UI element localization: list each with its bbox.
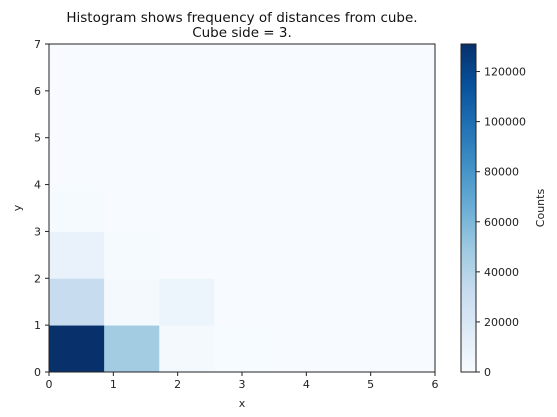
heatmap-cell: [214, 278, 270, 326]
y-axis: 0 1 2 3 4 5 6 7: [34, 38, 49, 379]
colorbar-tick-label: 0: [484, 366, 491, 379]
heatmap-cell: [269, 184, 326, 232]
heatmap-cell: [49, 137, 105, 185]
heatmap-cell: [269, 278, 326, 326]
heatmap-cell: [49, 278, 105, 326]
x-tick-label: 0: [46, 378, 53, 391]
heatmap-cell: [379, 278, 436, 326]
colorbar-ticks: 0 20000 40000 60000 80000 100000 120000: [476, 66, 526, 379]
colorbar-tick-label: 80000: [484, 166, 519, 179]
heatmap-cell: [159, 137, 215, 185]
y-tick-label: 7: [34, 38, 41, 51]
heatmap-cell: [49, 90, 105, 139]
heatmap-cell: [104, 231, 160, 279]
colorbar-tick-label: 20000: [484, 316, 519, 329]
heatmap-cell: [214, 44, 270, 92]
heatmap-cell: [214, 184, 270, 232]
y-tick-label: 4: [34, 179, 41, 192]
x-tick-label: 2: [174, 378, 181, 391]
heatmap-cell: [159, 278, 215, 326]
heatmap-cell: [324, 90, 381, 139]
heatmap-cell: [269, 325, 326, 373]
heatmap-cell: [104, 278, 160, 326]
y-tick-label: 0: [34, 366, 41, 379]
heatmap-cells: [49, 44, 436, 373]
heatmap-cell: [269, 90, 326, 139]
y-tick-label: 1: [34, 319, 41, 332]
heatmap-cell: [379, 44, 436, 92]
heatmap-cell: [379, 184, 436, 232]
heatmap-cell: [49, 44, 105, 92]
chart-title-line-2: Cube side = 3.: [192, 25, 292, 41]
heatmap-cell: [269, 137, 326, 185]
heatmap-cell: [214, 137, 270, 185]
colorbar-tick-label: 100000: [484, 116, 526, 129]
y-tick-label: 5: [34, 132, 41, 145]
heatmap-cell: [324, 231, 381, 279]
x-axis: 0 1 2 3 4 5 6: [46, 372, 439, 391]
heatmap-cell: [104, 90, 160, 139]
heatmap-cell: [159, 231, 215, 279]
heatmap-cell: [324, 44, 381, 92]
heatmap-cell: [324, 278, 381, 326]
heatmap-cell: [324, 184, 381, 232]
heatmap-cell: [159, 325, 215, 373]
chart-title-line-1: Histogram shows frequency of distances f…: [66, 10, 417, 26]
x-tick-label: 4: [303, 378, 310, 391]
y-tick-label: 3: [34, 225, 41, 238]
heatmap-cell: [379, 231, 436, 279]
y-axis-label: y: [11, 204, 24, 211]
colorbar-label: Counts: [534, 189, 547, 228]
colorbar-tick-label: 40000: [484, 266, 519, 279]
heatmap-cell: [159, 90, 215, 139]
heatmap-cell: [379, 137, 436, 185]
heatmap-cell: [159, 184, 215, 232]
x-axis-label: x: [239, 397, 246, 410]
y-tick-label: 6: [34, 85, 41, 98]
heatmap-cell: [159, 44, 215, 92]
colorbar: [460, 43, 477, 373]
heatmap-cell: [324, 325, 381, 373]
heatmap-cell: [104, 184, 160, 232]
heatmap-cell: [269, 231, 326, 279]
x-tick-label: 5: [367, 378, 374, 391]
heatmap-cell: [379, 90, 436, 139]
heatmap-cell: [104, 325, 160, 373]
colorbar-tick-label: 60000: [484, 216, 519, 229]
heatmap-cell: [324, 137, 381, 185]
colorbar-tick-label: 120000: [484, 66, 526, 79]
heatmap-cell: [379, 325, 436, 373]
heatmap-cell: [269, 44, 326, 92]
heatmap-cell: [214, 90, 270, 139]
heatmap-cell: [104, 137, 160, 185]
heatmap-cell: [104, 44, 160, 92]
heatmap-cell: [49, 325, 105, 373]
x-tick-label: 6: [432, 378, 439, 391]
x-tick-label: 1: [110, 378, 117, 391]
heatmap-cell: [214, 231, 270, 279]
heatmap-cell: [49, 231, 105, 279]
x-tick-label: 3: [239, 378, 246, 391]
heatmap-cell: [49, 184, 105, 232]
heatmap-cell: [214, 325, 270, 373]
y-tick-label: 2: [34, 272, 41, 285]
